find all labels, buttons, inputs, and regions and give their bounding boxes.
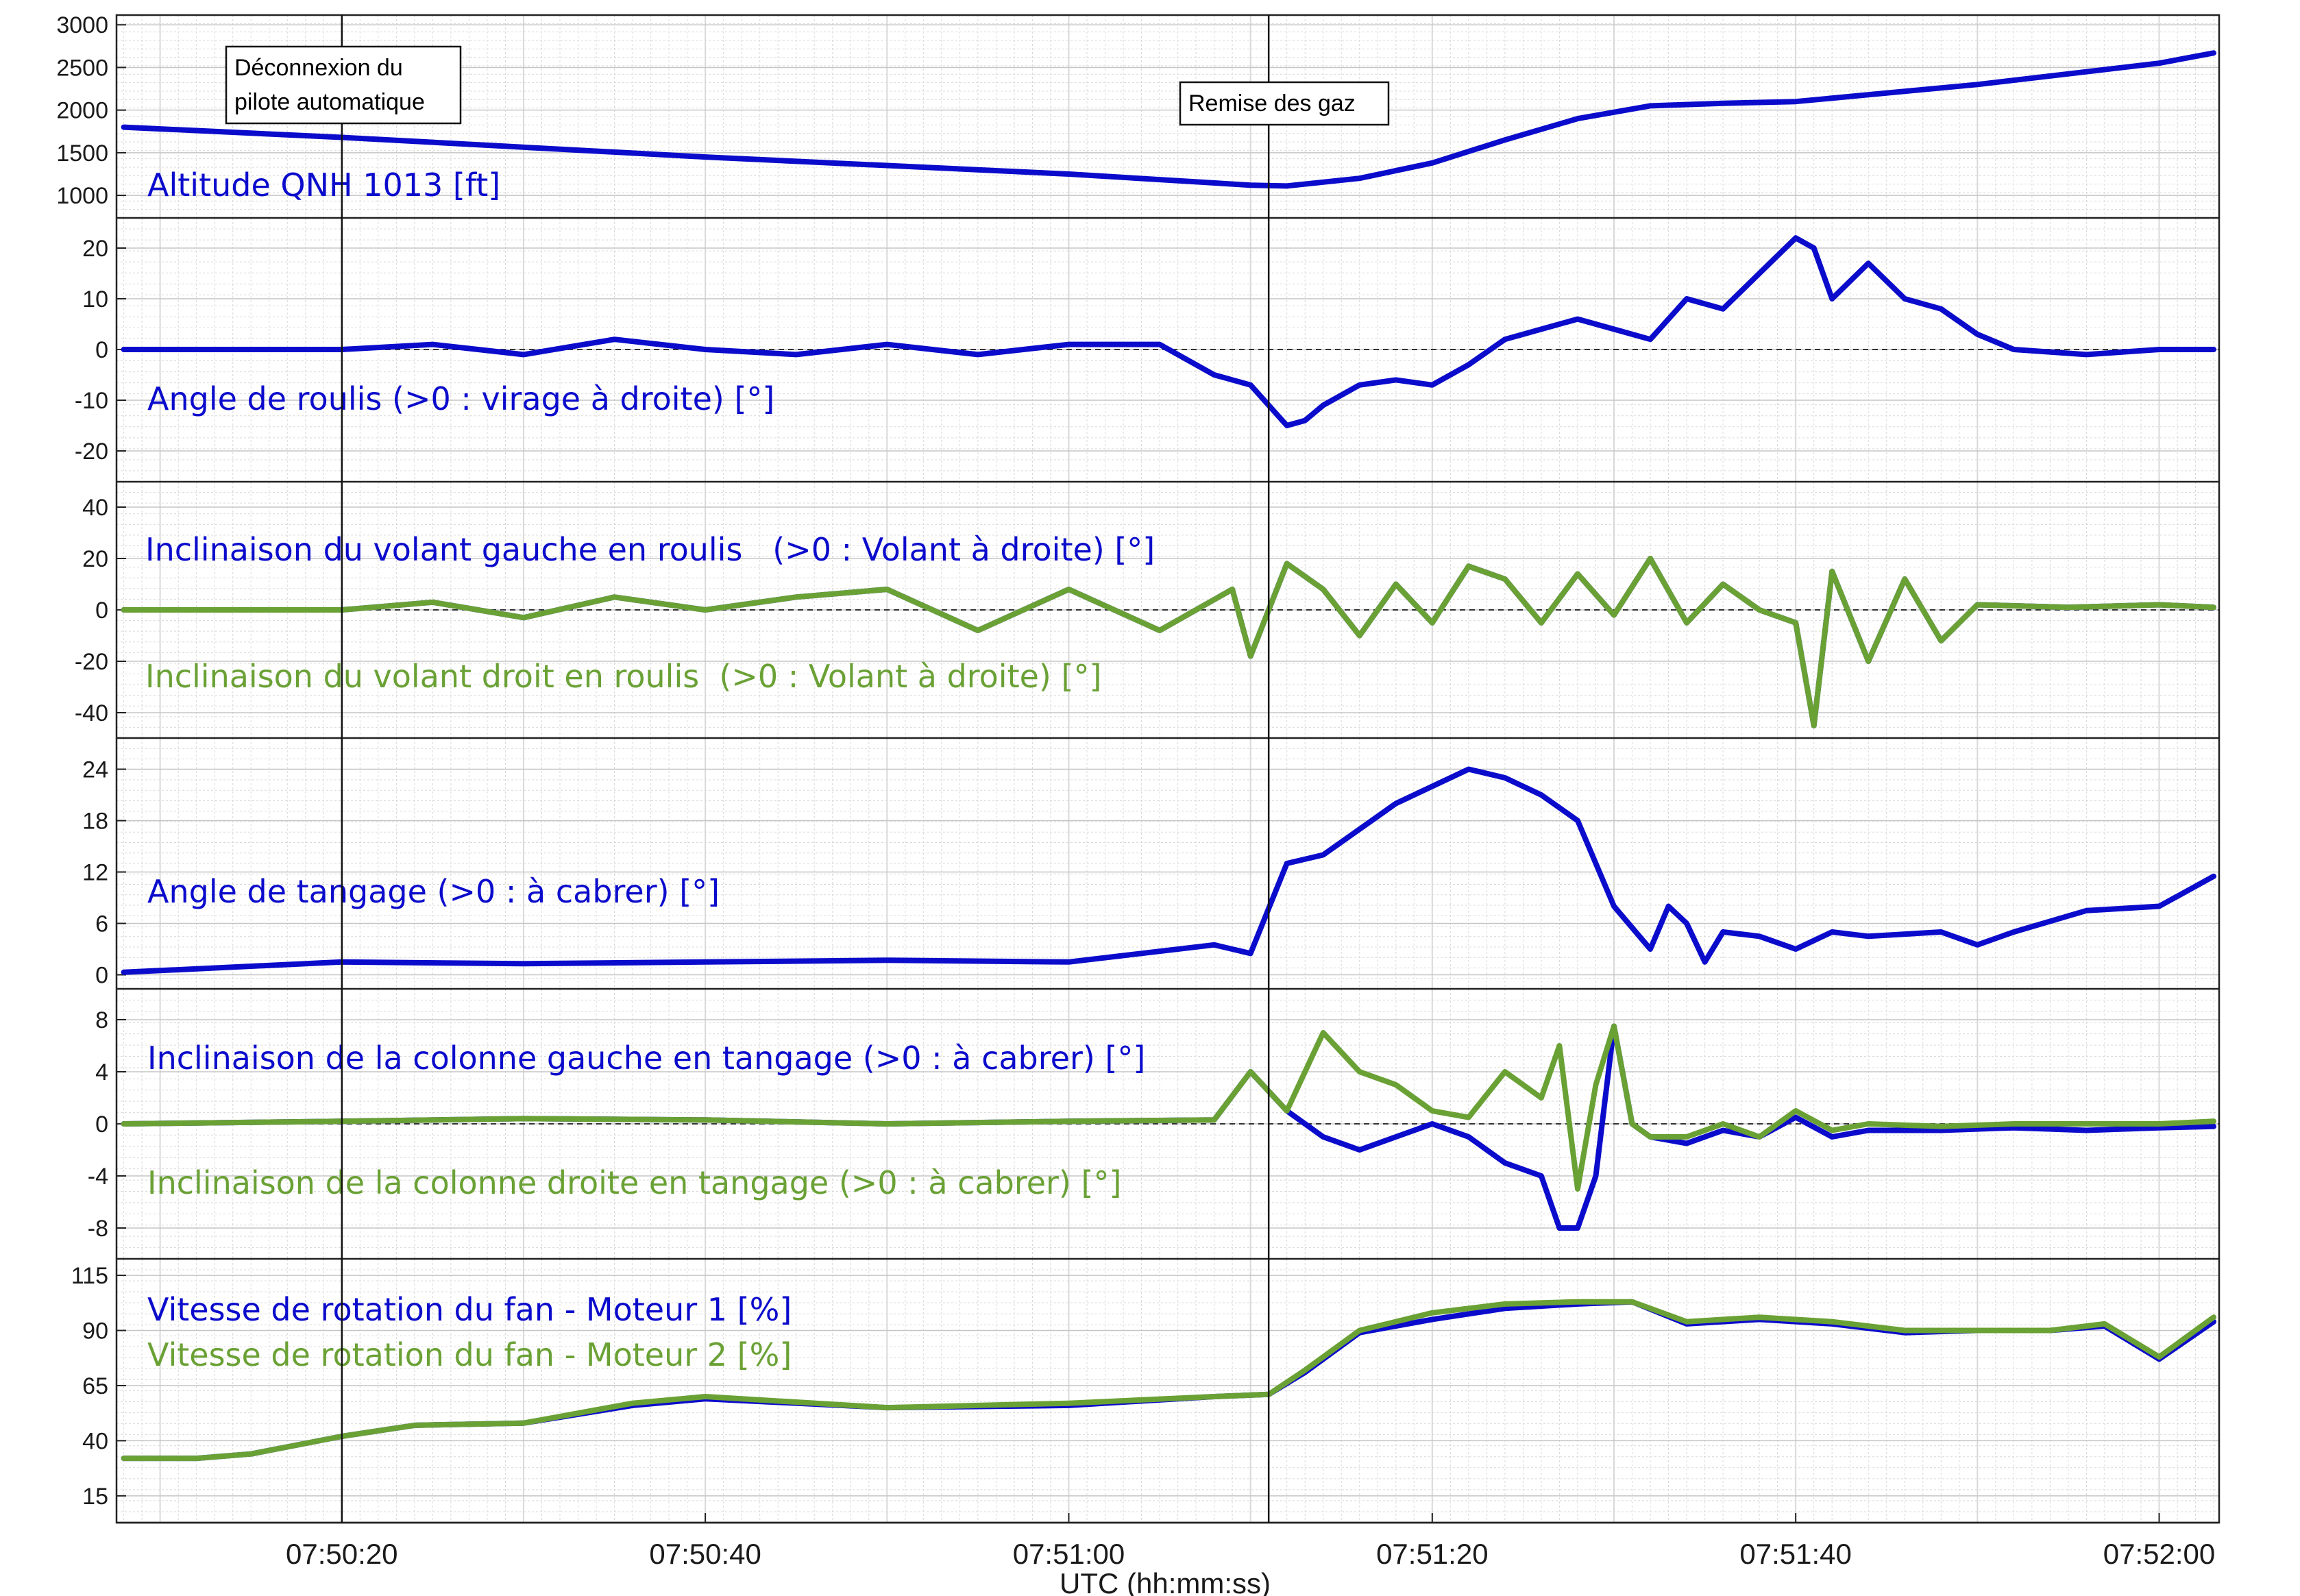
y-tick-label: -8 <box>88 1216 108 1242</box>
y-tick-label: -4 <box>88 1164 108 1190</box>
event-annotation-line1: Remise des gaz <box>1188 90 1356 116</box>
y-tick-label: 15 <box>82 1484 108 1510</box>
series-label: Angle de tangage (>0 : à cabrer) [°] <box>147 873 720 910</box>
panel-4: 24 18 12 6 0 Angle de tangage (>0 : à cabrer)… <box>82 757 2219 990</box>
y-tick-label: -10 <box>75 388 108 414</box>
series-line-green <box>121 556 2216 728</box>
event-annotation-box <box>1179 81 1390 126</box>
y-tick-label: 2000 <box>56 98 108 124</box>
panel-5: 8 4 0 -4 -8 Inclinaison de la colonne gauche … <box>88 1007 2219 1260</box>
y-tick-label: 1000 <box>56 183 108 209</box>
y-tick-label: 4 <box>95 1059 108 1085</box>
x-tick-label: 07:50:40 <box>649 1538 761 1570</box>
x-tick-label: 07:50:20 <box>286 1538 398 1570</box>
y-tick-label: 65 <box>82 1373 108 1399</box>
y-tick-label: -20 <box>75 649 108 675</box>
y-tick-label: 1500 <box>56 140 108 167</box>
y-tick-label: -20 <box>75 439 108 465</box>
y-tick-label: 90 <box>82 1318 108 1345</box>
y-tick-label: 2500 <box>56 55 108 81</box>
y-tick-label: 40 <box>82 495 108 521</box>
y-tick-label: 20 <box>82 236 108 262</box>
series-label: Inclinaison de la colonne gauche en tang… <box>147 1040 1145 1077</box>
event-annotation-box <box>225 45 462 125</box>
y-tick-label: 115 <box>71 1263 108 1289</box>
panel-6: 115 90 65 40 15 Vitesse de rotation du fan - … <box>71 1263 2219 1524</box>
y-tick-label: -40 <box>75 700 108 726</box>
x-axis-label: UTC (hh:mm:ss) <box>1060 1567 1271 1596</box>
series-line-blue <box>121 766 2216 975</box>
y-tick-label: 3000 <box>56 12 108 38</box>
series-line-green <box>121 1023 2216 1192</box>
panel-1: 3000 2500 2000 1500 1000 Altitude QNH 1013 [f… <box>56 12 2219 219</box>
y-tick-label: 20 <box>82 546 108 572</box>
series-label: Altitude QNH 1013 [ft] <box>147 167 500 204</box>
y-tick-label: 10 <box>82 286 108 312</box>
panel-2: 20 10 0 -10 -20 Angle de roulis (>0 : virage … <box>75 235 2219 483</box>
event-annotation-line1: Déconnexion du <box>234 55 403 81</box>
y-tick-label: 0 <box>95 598 108 624</box>
series-line-blue <box>121 50 2216 189</box>
x-axis: 07:50:20 07:50:40 07:51:00 07:51:20 07:51:40… <box>286 1513 2215 1596</box>
y-tick-label: 12 <box>82 860 108 886</box>
y-tick-label: 0 <box>95 337 108 363</box>
series-line-blue <box>121 235 2216 428</box>
y-tick-label: 0 <box>95 963 108 989</box>
x-tick-label: 07:51:20 <box>1376 1538 1489 1570</box>
x-tick-label: 07:52:00 <box>2103 1538 2216 1570</box>
series-label: Angle de roulis (>0 : virage à droite) [… <box>147 380 774 417</box>
y-tick-label: 18 <box>82 809 108 835</box>
event-annotation-line2: pilote automatique <box>234 89 425 115</box>
series-label: Vitesse de rotation du fan - Moteur 1 [%… <box>147 1291 792 1328</box>
y-tick-label: 6 <box>95 911 108 937</box>
series-line-green <box>121 1299 2216 1462</box>
series-label: Inclinaison de la colonne droite en tang… <box>147 1164 1121 1201</box>
events: Déconnexion du pilote automatique Remise d… <box>225 15 1390 1523</box>
x-tick-label: 07:51:00 <box>1013 1538 1125 1570</box>
y-tick-label: 24 <box>82 757 108 783</box>
series-label: Inclinaison du volant droit en roulis (>… <box>145 658 1101 695</box>
series-label: Inclinaison du volant gauche en roulis (… <box>145 531 1155 568</box>
y-tick-label: 0 <box>95 1112 108 1138</box>
figure-frame <box>115 14 2221 1524</box>
y-tick-label: 40 <box>82 1428 108 1454</box>
panel-3: 40 20 0 -20 -40 Inclinaison du volant gauche … <box>75 495 2219 739</box>
series-label: Vitesse de rotation du fan - Moteur 2 [%… <box>147 1336 792 1373</box>
y-tick-label: 8 <box>95 1007 108 1033</box>
x-tick-label: 07:51:40 <box>1739 1538 1852 1570</box>
